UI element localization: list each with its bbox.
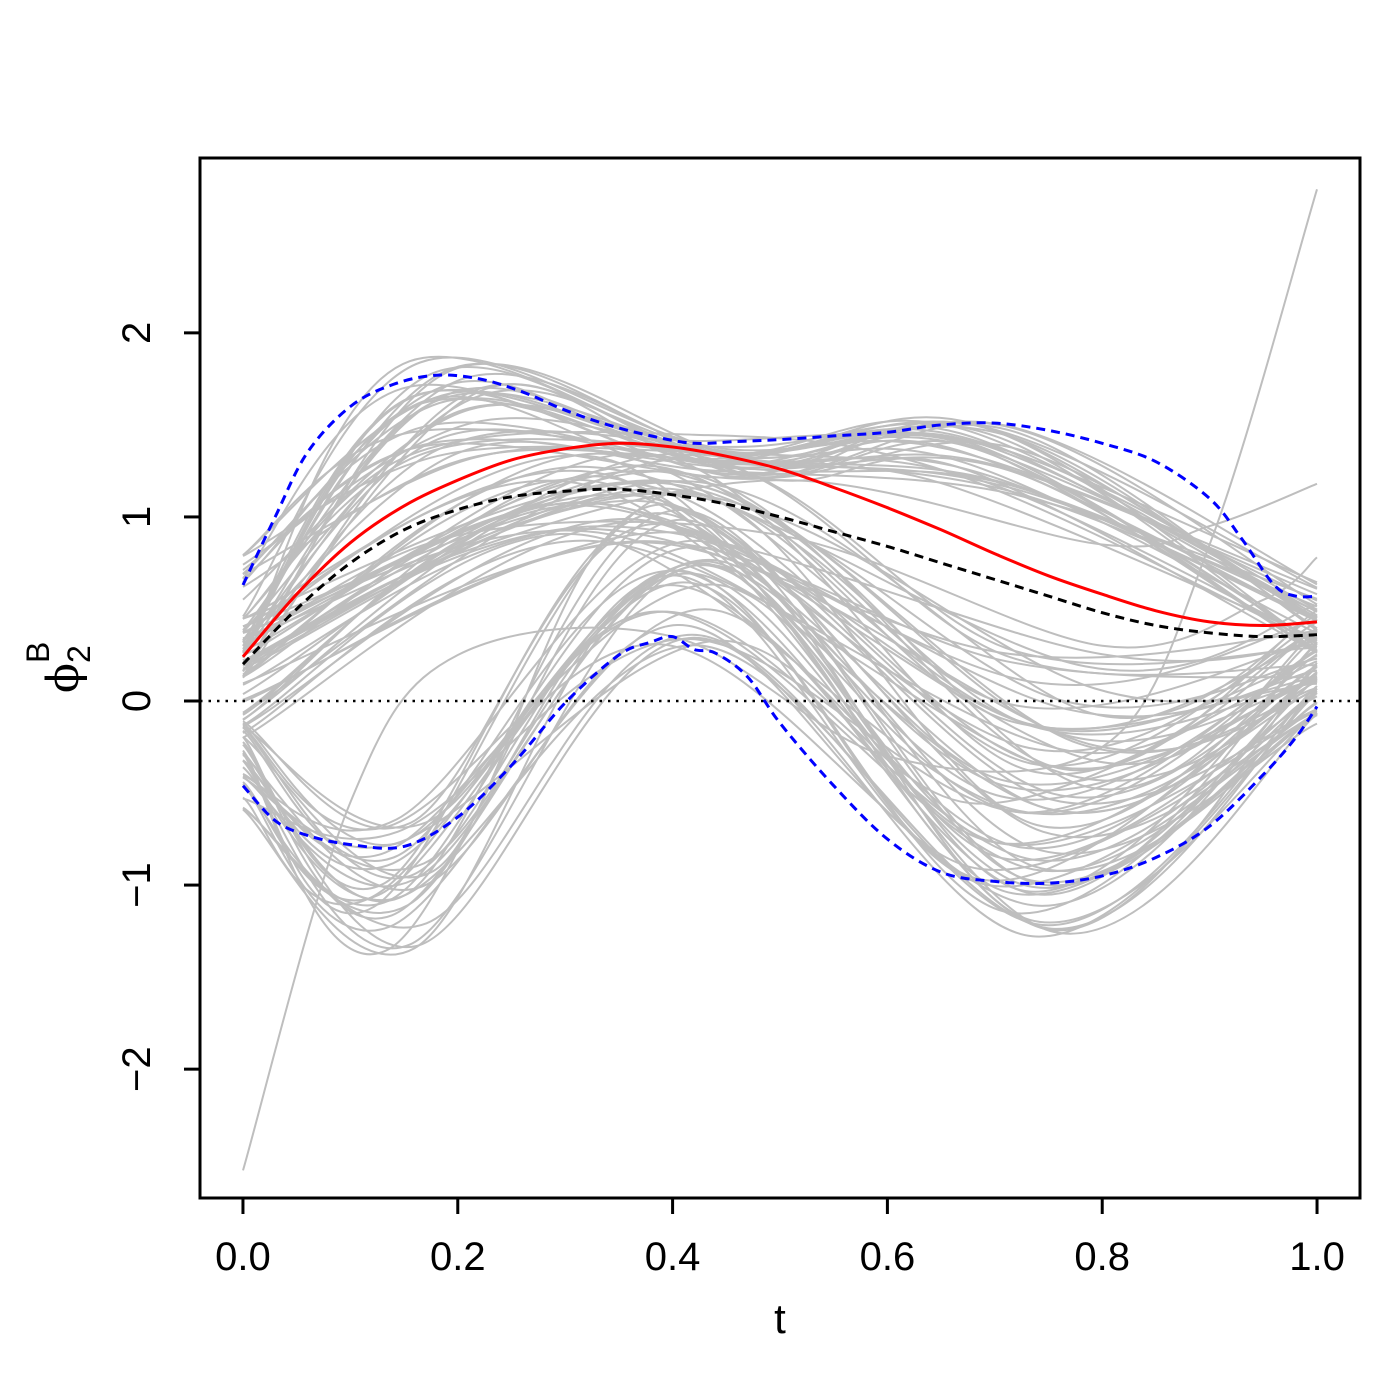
mean-line (241, 487, 1318, 666)
background-curve (242, 520, 1318, 739)
background-curve (242, 584, 1318, 880)
background-curve (242, 422, 1318, 652)
x-axis-label: t (774, 1295, 786, 1342)
background-curve (242, 520, 1318, 649)
background-curve (242, 643, 1318, 907)
background-curve (242, 479, 1318, 666)
x-tick-label: 0.4 (645, 1235, 701, 1279)
background-curve (242, 189, 1318, 1171)
background-curve (242, 572, 1318, 935)
x-axis: 0.0 0.2 0.4 0.6 0.8 1.0 (215, 1196, 1345, 1279)
background-curve (242, 452, 1318, 731)
background-curve (242, 512, 1318, 891)
background-curve (242, 464, 1318, 710)
upper-band-line (241, 373, 1318, 599)
summary-series (241, 373, 1319, 886)
background-curve (242, 383, 1318, 679)
background-curve (242, 519, 1318, 956)
background-curve (242, 541, 1318, 753)
background-curve (242, 430, 1318, 645)
y-tick-label: 0 (115, 690, 159, 712)
x-tick-label: 0.8 (1074, 1235, 1130, 1279)
y-tick-label: 1 (115, 506, 159, 528)
background-curve (242, 545, 1318, 829)
background-curve (242, 430, 1318, 658)
background-curve (242, 608, 1318, 932)
background-curve (242, 637, 1318, 840)
y-axis: −2 −1 0 1 2 (115, 322, 202, 1092)
background-curve (242, 569, 1318, 956)
x-tick-label: 0.0 (215, 1235, 271, 1279)
background-curve (242, 633, 1318, 929)
background-curve (242, 465, 1318, 678)
background-curve (242, 636, 1318, 949)
background-curves (242, 189, 1318, 1171)
y-tick-label: 2 (115, 322, 159, 344)
background-curve (242, 362, 1318, 642)
background-curve (242, 610, 1318, 862)
background-curve (242, 479, 1318, 791)
background-curve (242, 540, 1318, 685)
background-curve (242, 581, 1318, 902)
background-curve (242, 453, 1318, 695)
background-curve (242, 574, 1318, 914)
background-curve (242, 539, 1318, 924)
background-curve (242, 610, 1318, 907)
y-axis-label-symbol: ϕ (38, 663, 89, 693)
background-curve (242, 644, 1318, 930)
x-tick-label: 0.2 (430, 1235, 486, 1279)
y-tick-label: −1 (115, 862, 159, 908)
background-curve (242, 503, 1318, 879)
background-curve (242, 558, 1318, 887)
y-axis-label-subscript: 2 (61, 645, 97, 663)
x-tick-label: 0.6 (860, 1235, 916, 1279)
background-curve (242, 531, 1318, 767)
lower-band-line (241, 634, 1319, 886)
estimate-line (241, 441, 1318, 658)
x-tick-label: 1.0 (1289, 1235, 1345, 1279)
y-tick-label: −2 (115, 1046, 159, 1092)
y-axis-label-superscript: B (20, 642, 56, 663)
background-curve (242, 563, 1318, 888)
y-axis-label: ϕ 2 B (20, 642, 97, 693)
background-curve (242, 478, 1318, 753)
background-curve (242, 458, 1318, 715)
